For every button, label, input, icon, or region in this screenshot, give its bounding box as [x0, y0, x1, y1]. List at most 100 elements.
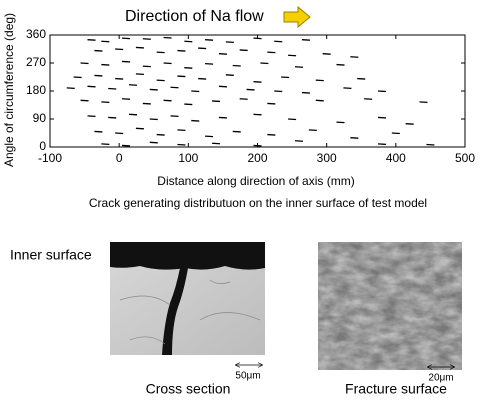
- crack-mark: [357, 77, 366, 80]
- crack-mark: [184, 67, 193, 69]
- crack-mark: [253, 113, 262, 116]
- crack-mark: [294, 66, 304, 68]
- crack-mark: [156, 79, 165, 82]
- crack-mark: [80, 99, 89, 102]
- scale-label: 50μm: [235, 371, 260, 382]
- x-tick-label: 200: [247, 151, 267, 165]
- crack: [162, 268, 188, 355]
- crack-mark: [87, 85, 96, 88]
- crack-mark: [122, 144, 131, 147]
- chart-title: Direction of Na flow: [125, 8, 264, 25]
- crack-mark: [135, 46, 144, 49]
- crack-mark: [377, 116, 387, 119]
- x-tick-label: -100: [38, 151, 62, 165]
- crack-mark: [191, 90, 200, 93]
- crack-mark: [288, 54, 297, 57]
- crack-mark: [253, 81, 262, 83]
- crack-mark: [163, 99, 172, 102]
- crack-mark: [218, 85, 227, 88]
- x-tick-label: 0: [116, 151, 123, 165]
- crack-mark: [184, 40, 193, 43]
- crack-mark: [426, 143, 435, 146]
- y-tick-label: 90: [33, 111, 47, 125]
- crack-mark: [94, 49, 103, 52]
- crack-mark: [281, 76, 290, 79]
- panel-caption: Fracture surface: [345, 381, 447, 397]
- crack-mark: [177, 75, 186, 78]
- crack-mark: [108, 87, 117, 90]
- crack-mark: [336, 63, 345, 66]
- crack-mark: [274, 90, 283, 93]
- crack-mark: [205, 39, 214, 41]
- crack-mark: [163, 62, 172, 65]
- annotation: Inner surface: [10, 247, 92, 263]
- crack-mark: [128, 84, 138, 86]
- crack-mark: [239, 49, 248, 52]
- crack-mark: [94, 74, 103, 77]
- crack-mark: [364, 98, 373, 100]
- crack-mark: [94, 130, 103, 133]
- crack-mark: [225, 41, 234, 43]
- crack-mark: [260, 62, 269, 65]
- caption: Crack generating distributuon on the inn…: [89, 196, 427, 210]
- crack-mark: [156, 133, 165, 136]
- crack-mark: [149, 88, 158, 91]
- crack-mark: [350, 56, 359, 58]
- crack-mark: [336, 121, 345, 124]
- scale-label: 20μm: [428, 373, 453, 384]
- crack-mark: [419, 101, 428, 104]
- crack-mark: [267, 51, 276, 54]
- panel-caption: Cross section: [146, 381, 231, 397]
- crack-mark: [122, 98, 131, 100]
- crack-mark: [135, 127, 144, 130]
- crack-mark: [101, 101, 110, 104]
- crack-mark: [108, 116, 117, 119]
- crack-mark: [163, 36, 172, 39]
- crack-mark: [239, 98, 248, 100]
- crack-mark: [377, 90, 387, 93]
- crack-mark: [211, 100, 221, 103]
- crack-mark: [343, 87, 352, 90]
- crack-mark: [170, 115, 179, 118]
- crack-mark: [218, 116, 227, 119]
- crack-mark: [391, 132, 400, 135]
- y-tick-label: 0: [39, 139, 46, 153]
- crack-mark: [267, 102, 276, 105]
- y-tick-label: 270: [26, 55, 46, 69]
- crack-mark: [232, 64, 241, 67]
- crack-mark: [253, 37, 262, 40]
- crack-mark: [405, 123, 414, 125]
- crack-mark: [101, 40, 110, 43]
- y-tick-label: 180: [26, 83, 46, 97]
- grain-boundaries: [119, 279, 261, 345]
- y-tick-label: 360: [26, 27, 46, 41]
- crack-mark: [294, 140, 304, 142]
- crack-mark: [211, 142, 221, 145]
- crack-mark: [177, 143, 186, 146]
- crack-mark: [87, 39, 96, 41]
- y-axis-label: Angle of circumference (deg): [2, 13, 16, 167]
- crack-mark: [301, 91, 310, 94]
- flow-arrow: [283, 5, 311, 29]
- crack-mark: [322, 53, 331, 55]
- crack-mark: [198, 47, 207, 50]
- crack-mark: [135, 73, 144, 76]
- crack-mark: [232, 130, 241, 133]
- crack-mark: [274, 40, 283, 43]
- crack-mark: [142, 38, 151, 40]
- x-tick-label: 400: [386, 151, 406, 165]
- fracture-texture: [318, 242, 462, 370]
- x-tick-label: 100: [178, 151, 198, 165]
- crack-mark: [66, 87, 75, 90]
- crack-mark: [198, 77, 207, 80]
- crack-mark: [301, 39, 310, 41]
- crack-mark: [149, 141, 158, 144]
- crack-mark: [101, 143, 110, 146]
- crack-mark: [80, 62, 89, 65]
- crack-mark: [142, 65, 151, 68]
- crack-mark: [267, 133, 276, 136]
- crack-mark: [246, 88, 255, 91]
- crack-mark: [288, 118, 297, 121]
